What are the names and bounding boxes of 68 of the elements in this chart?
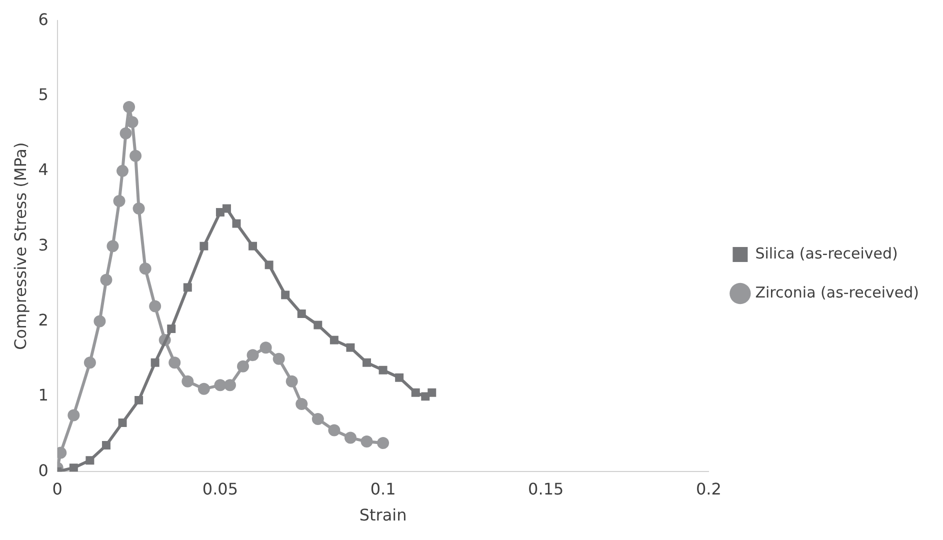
x-tick-label: 0.15 — [528, 479, 564, 498]
point — [411, 388, 420, 397]
point — [281, 290, 290, 300]
point — [378, 366, 388, 374]
point — [86, 456, 94, 465]
point — [314, 320, 322, 330]
point — [182, 375, 194, 388]
x-tick-label: 0 — [52, 479, 62, 498]
point — [360, 436, 373, 448]
y-tick-label: 6 — [38, 10, 48, 29]
point — [130, 150, 142, 162]
x-tick-label: 0.1 — [370, 479, 396, 498]
point — [232, 219, 241, 228]
point — [328, 424, 340, 436]
point — [100, 274, 112, 286]
point — [377, 437, 390, 450]
point — [84, 356, 96, 369]
x-tick-label: 0.05 — [202, 479, 238, 498]
point — [120, 127, 132, 140]
y-axis-title: Compressive Stress (MPa) — [10, 142, 30, 350]
point — [428, 388, 436, 397]
y-tick-label: 5 — [38, 84, 48, 104]
point — [296, 398, 308, 410]
point — [123, 101, 136, 114]
y-tick-label: 4 — [38, 160, 48, 180]
point — [118, 418, 127, 427]
point — [248, 242, 258, 250]
point — [198, 382, 210, 395]
legend-label: Zirconia (as-received) — [755, 283, 920, 302]
point — [260, 342, 272, 354]
point — [286, 375, 298, 388]
point — [312, 412, 324, 425]
point — [116, 164, 129, 177]
x-tick-label: 0.2 — [696, 479, 722, 498]
point — [395, 373, 404, 382]
x-axis-title: Strain — [359, 506, 407, 525]
point — [94, 315, 106, 328]
point — [134, 396, 144, 404]
point — [222, 204, 231, 213]
point — [106, 240, 119, 252]
point — [167, 324, 176, 334]
point — [297, 310, 306, 318]
point — [68, 409, 80, 422]
point — [344, 432, 356, 444]
point — [362, 358, 371, 367]
point — [330, 336, 338, 344]
y-tick-label: 2 — [38, 310, 48, 330]
point — [69, 464, 78, 472]
point — [246, 349, 259, 362]
point — [132, 202, 145, 215]
point — [214, 379, 226, 392]
legend-label: Silica (as-received) — [755, 244, 898, 262]
point — [150, 358, 160, 367]
point — [224, 379, 236, 392]
y-tick-label: 0 — [38, 460, 48, 480]
y-tick-label: 3 — [38, 235, 48, 254]
point — [272, 352, 285, 365]
y-tick-label: 1 — [38, 386, 48, 405]
point — [183, 283, 192, 292]
point — [168, 356, 181, 369]
point — [139, 262, 152, 275]
point — [149, 300, 162, 312]
point — [113, 195, 126, 207]
point — [237, 360, 250, 372]
point — [264, 260, 274, 270]
point — [102, 441, 110, 450]
point — [346, 343, 355, 352]
point — [200, 242, 208, 250]
